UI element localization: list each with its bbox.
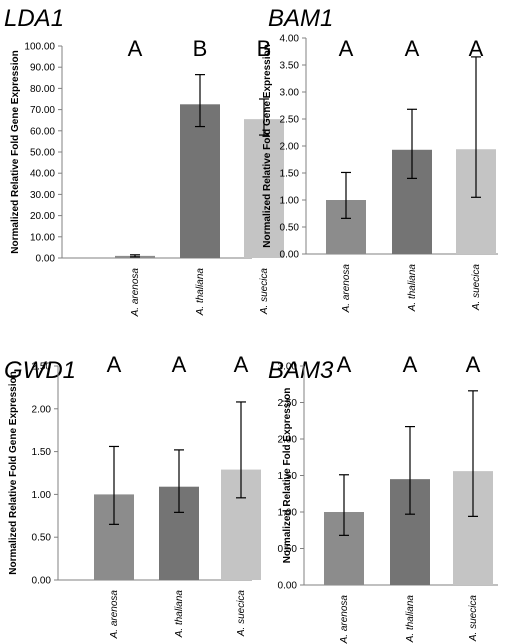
y-axis-label: Normalized Relative Fold Gene Expression	[262, 44, 273, 247]
y-tick-label: 2.50	[278, 398, 298, 409]
y-tick-label: 2.50	[280, 115, 300, 126]
significance-letter: A	[337, 352, 352, 377]
category-label: A. thaliana	[174, 590, 185, 639]
category-label: A. arenosa	[341, 264, 352, 314]
significance-letter: A	[128, 36, 143, 61]
category-label: A. thaliana	[407, 264, 418, 313]
category-label: A. arenosa	[339, 595, 350, 644]
y-tick-label: 2.00	[280, 142, 300, 153]
chart-title: BAM1	[268, 5, 333, 32]
y-tick-label: 0.00	[278, 581, 298, 592]
chart-panel-2: BAM1 0.00 0.50 1.00 1.50 2.00 2.50 3.00 3.50 4.00…	[262, 5, 498, 313]
category-label: A. thaliana	[405, 595, 416, 644]
y-tick-label: 1.50	[32, 447, 52, 458]
significance-letter: A	[339, 36, 354, 61]
y-tick-label: 3.00	[278, 362, 298, 373]
category-label: A. thaliana	[195, 268, 206, 317]
category-label: A. arenosa	[130, 268, 141, 318]
significance-letter: B	[193, 36, 208, 61]
significance-letter: A	[466, 352, 481, 377]
y-tick-label: 1.00	[280, 196, 300, 207]
y-tick-label: 0.00	[32, 576, 52, 587]
chart-title: GWD1	[4, 357, 76, 384]
y-tick-label: 2.00	[32, 404, 52, 415]
chart-title: LDA1	[4, 5, 64, 32]
y-axis-label: Normalized Relative Fold Gene Expression	[10, 50, 21, 253]
significance-letter: B	[257, 36, 272, 61]
significance-letter: A	[469, 36, 484, 61]
y-tick-label: 0.00	[280, 250, 300, 261]
chart-panel-4: BAM3 0.00 0.50 1.00 1.50 2.00 2.50 3.00 Normaliz…	[268, 352, 498, 644]
category-label: A. suecica	[259, 268, 270, 316]
significance-letter: A	[107, 352, 122, 377]
bar-3	[244, 119, 284, 258]
y-tick-label: 70.00	[30, 105, 55, 116]
y-tick-label: 0.50	[278, 544, 298, 555]
y-tick-label: 0.00	[36, 254, 56, 265]
y-tick-label: 0.50	[280, 223, 300, 234]
y-tick-label: 1.50	[280, 169, 300, 180]
y-tick-label: 3.50	[280, 61, 300, 72]
y-tick-label: 2.50	[32, 362, 52, 373]
significance-letter: A	[172, 352, 187, 377]
category-label: A. suecica	[471, 264, 482, 312]
y-tick-label: 40.00	[30, 169, 55, 180]
y-tick-label: 90.00	[30, 63, 55, 74]
bar-2	[180, 104, 220, 258]
y-tick-label: 4.00	[280, 34, 300, 45]
y-tick-label: 100.00	[24, 42, 55, 53]
y-tick-label: 80.00	[30, 84, 55, 95]
category-label: A. suecica	[468, 595, 479, 643]
chart-title: BAM3	[268, 357, 334, 384]
significance-letter: A	[403, 352, 418, 377]
y-tick-label: 30.00	[30, 190, 55, 201]
significance-letter: A	[234, 352, 249, 377]
category-label: A. arenosa	[109, 590, 120, 640]
y-tick-label: 50.00	[30, 148, 55, 159]
y-tick-label: 60.00	[30, 126, 55, 137]
y-axis-label: Normalized Relative Fold Gene Expression	[8, 371, 19, 574]
chart-panel-3: GWD1 0.00 0.50 1.00 1.50 2.00 2.50 Normalized R…	[4, 352, 261, 639]
y-axis-label: Normalized Relative Fold Expression	[282, 388, 293, 564]
significance-letter: A	[405, 36, 420, 61]
category-label: A. suecica	[236, 590, 247, 638]
y-tick-label: 0.50	[32, 533, 52, 544]
y-tick-label: 1.00	[278, 508, 298, 519]
y-tick-label: 3.00	[280, 88, 300, 99]
chart-panel-1: LDA1 0.00 10.00 20.00 30.00 40.00 50.00 60.00 70…	[4, 5, 284, 317]
y-tick-label: 1.00	[32, 490, 52, 501]
y-tick-label: 10.00	[30, 232, 55, 243]
y-tick-label: 20.00	[30, 211, 55, 222]
y-tick-label: 1.50	[278, 471, 298, 482]
y-tick-label: 2.00	[278, 435, 298, 446]
